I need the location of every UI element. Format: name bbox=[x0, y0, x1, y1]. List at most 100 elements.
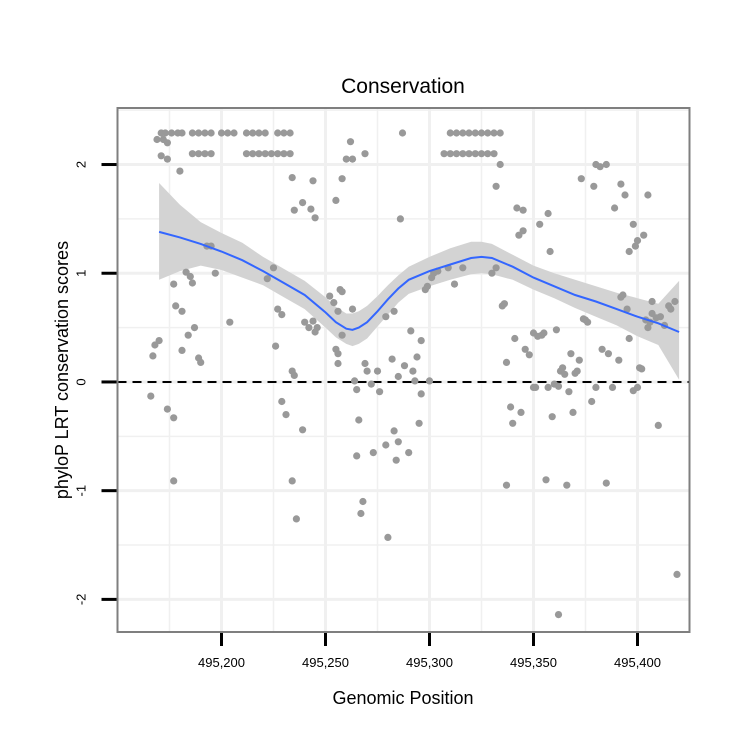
data-point bbox=[334, 359, 342, 368]
data-point bbox=[355, 416, 363, 424]
data-point bbox=[640, 231, 648, 239]
data-point bbox=[459, 264, 467, 272]
data-point bbox=[249, 150, 257, 158]
data-point bbox=[394, 372, 402, 381]
data-point bbox=[334, 350, 342, 358]
data-point bbox=[201, 150, 209, 158]
data-point bbox=[242, 129, 251, 137]
data-point bbox=[188, 129, 196, 137]
data-point bbox=[484, 129, 492, 137]
data-point bbox=[382, 313, 390, 321]
data-point bbox=[242, 150, 251, 158]
data-point bbox=[417, 390, 425, 398]
data-point bbox=[170, 477, 178, 485]
data-point bbox=[267, 150, 275, 158]
data-point bbox=[471, 150, 479, 158]
data-point bbox=[544, 383, 552, 391]
data-point bbox=[633, 237, 642, 245]
data-point bbox=[502, 358, 511, 366]
data-point bbox=[286, 129, 294, 137]
data-point bbox=[629, 220, 637, 228]
data-point bbox=[301, 318, 309, 326]
data-point bbox=[348, 305, 357, 313]
data-point bbox=[638, 365, 646, 373]
data-point bbox=[274, 129, 282, 137]
data-point bbox=[644, 191, 652, 199]
data-point bbox=[373, 367, 382, 375]
data-point bbox=[608, 383, 617, 391]
data-point bbox=[280, 150, 288, 158]
data-point bbox=[309, 317, 317, 325]
data-point bbox=[548, 413, 556, 421]
data-point bbox=[353, 386, 361, 394]
data-point bbox=[425, 377, 434, 385]
data-point bbox=[170, 414, 178, 422]
data-point bbox=[413, 353, 421, 361]
data-point bbox=[161, 129, 169, 137]
data-point bbox=[415, 419, 423, 427]
data-point bbox=[625, 334, 633, 343]
data-point bbox=[459, 129, 467, 137]
y-axis: -2 -1 0 1 2 bbox=[74, 161, 117, 605]
x-axis: 495,200 495,250 495,300 495,350 495,400 bbox=[198, 633, 661, 670]
data-point bbox=[450, 280, 459, 288]
y-axis-title: phyloP LRT conservation scores bbox=[52, 241, 72, 499]
data-point bbox=[477, 129, 486, 137]
data-point bbox=[563, 481, 571, 489]
data-point bbox=[471, 129, 479, 137]
data-point bbox=[342, 155, 350, 163]
data-point bbox=[519, 206, 527, 214]
data-point bbox=[615, 356, 623, 364]
data-point bbox=[207, 150, 215, 158]
data-point bbox=[584, 318, 592, 326]
x-tick-label: 495,300 bbox=[406, 655, 453, 670]
data-point bbox=[648, 297, 656, 306]
data-point bbox=[153, 135, 161, 144]
data-point bbox=[617, 180, 625, 188]
data-point bbox=[272, 342, 280, 350]
data-point bbox=[673, 570, 681, 579]
data-point bbox=[249, 129, 257, 137]
data-point bbox=[307, 205, 315, 213]
data-point bbox=[163, 155, 171, 163]
data-point bbox=[201, 129, 209, 137]
data-point bbox=[590, 182, 598, 190]
data-point bbox=[382, 441, 390, 449]
data-point bbox=[575, 356, 583, 364]
data-point bbox=[407, 327, 415, 335]
data-point bbox=[446, 129, 454, 137]
data-point bbox=[299, 199, 307, 207]
data-point bbox=[188, 150, 196, 158]
data-point bbox=[400, 362, 409, 370]
data-point bbox=[188, 279, 196, 287]
data-point bbox=[184, 331, 192, 339]
data-point bbox=[255, 129, 263, 137]
data-point bbox=[369, 449, 377, 457]
data-point bbox=[398, 129, 407, 137]
data-point bbox=[351, 377, 359, 385]
x-tick-label: 495,400 bbox=[614, 655, 661, 670]
data-point bbox=[598, 345, 606, 353]
data-point bbox=[157, 152, 165, 160]
data-point bbox=[299, 426, 307, 434]
data-point bbox=[330, 299, 338, 307]
data-point bbox=[346, 138, 355, 146]
data-point bbox=[207, 129, 215, 137]
data-point bbox=[361, 359, 369, 368]
data-point bbox=[224, 129, 232, 137]
data-points bbox=[147, 129, 681, 619]
y-tick-label: -2 bbox=[74, 594, 89, 606]
data-point bbox=[226, 318, 234, 326]
data-point bbox=[515, 231, 523, 239]
data-point bbox=[536, 220, 544, 228]
data-point bbox=[592, 383, 600, 391]
data-point bbox=[332, 196, 340, 204]
data-point bbox=[361, 150, 369, 158]
data-point bbox=[163, 405, 171, 413]
data-point bbox=[255, 150, 263, 158]
data-point bbox=[621, 191, 629, 199]
data-point bbox=[168, 129, 176, 137]
data-point bbox=[334, 307, 342, 315]
data-point bbox=[546, 247, 554, 256]
